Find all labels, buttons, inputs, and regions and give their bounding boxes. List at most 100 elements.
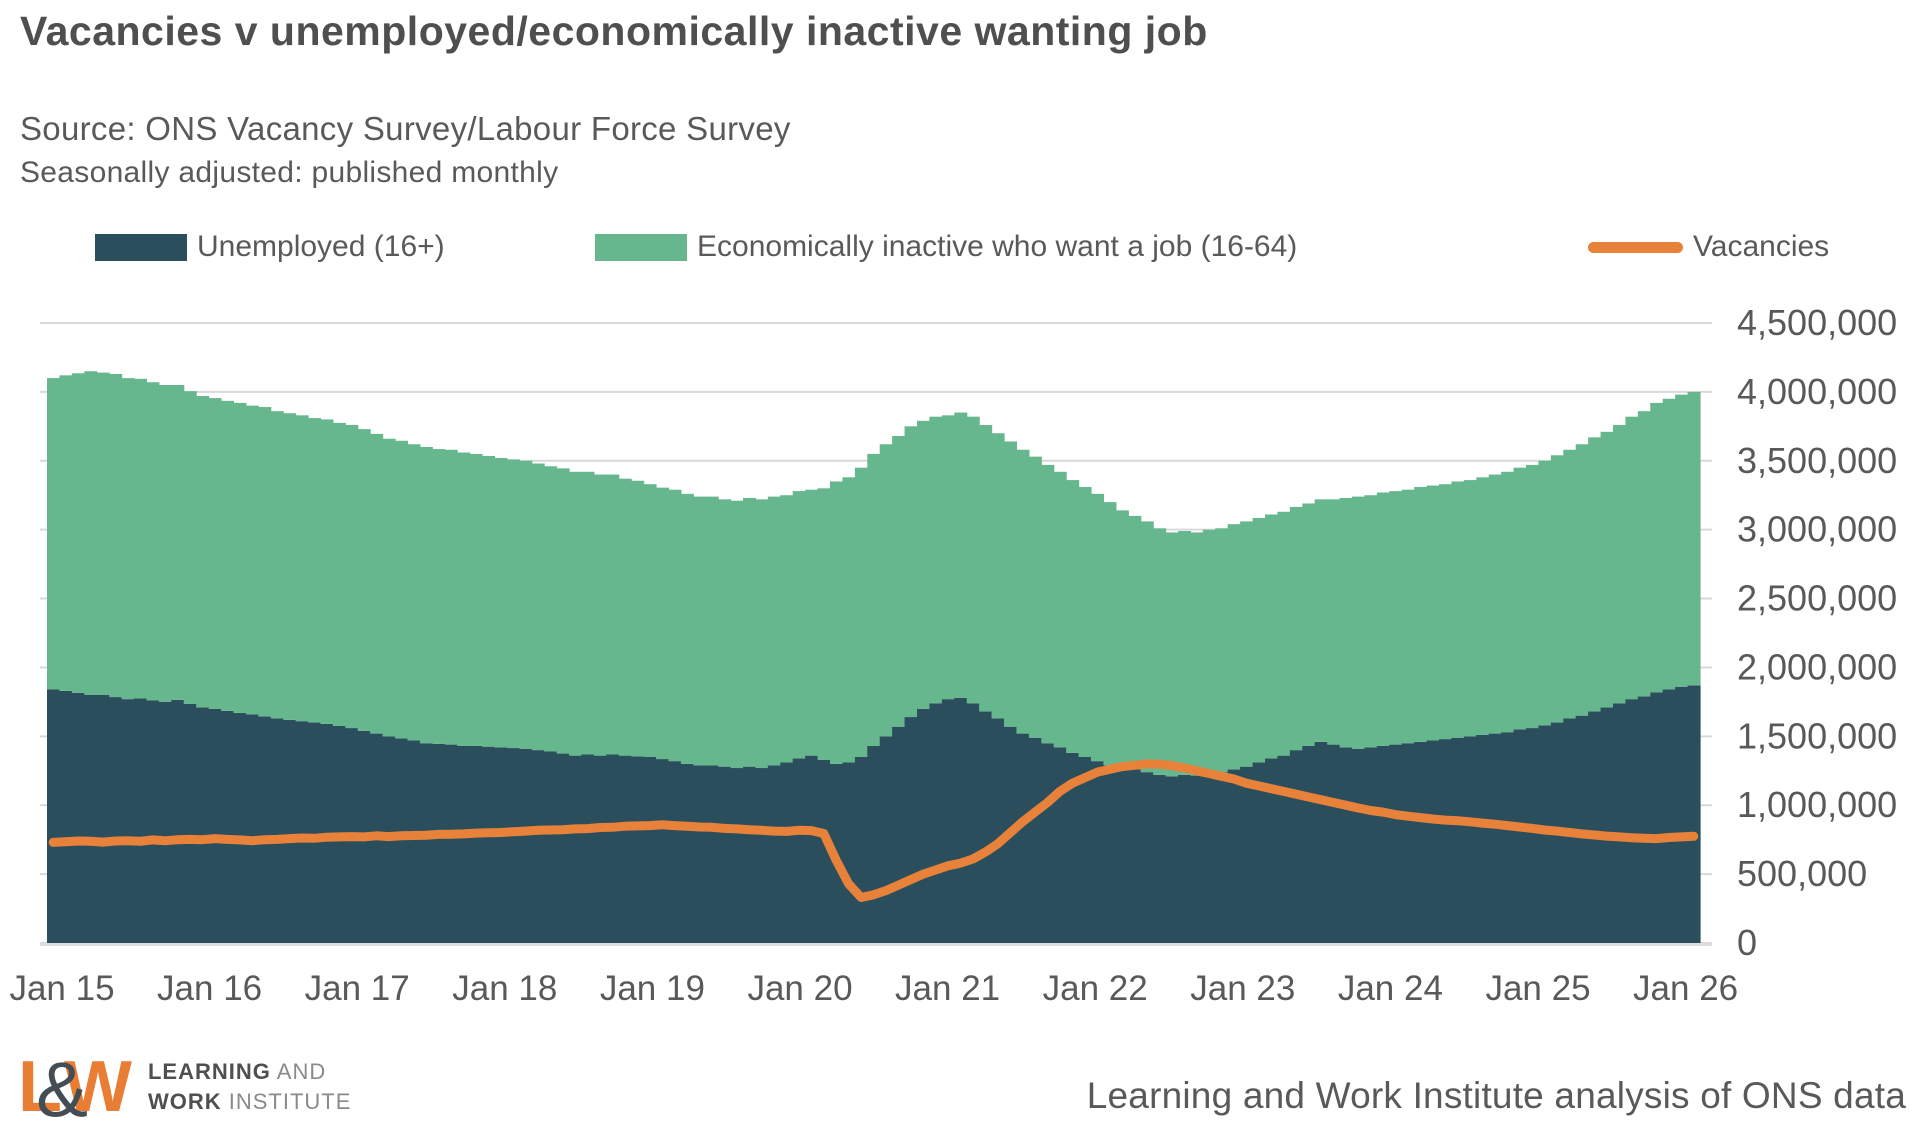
bar-inactive xyxy=(544,466,558,752)
bar-inactive xyxy=(59,375,73,691)
bar-unemployed xyxy=(817,759,831,943)
bar-inactive xyxy=(457,452,471,746)
bar-inactive xyxy=(183,391,197,704)
bar-unemployed xyxy=(1302,745,1316,943)
bar-inactive xyxy=(1115,510,1129,769)
bar-unemployed xyxy=(631,756,645,943)
bar-unemployed xyxy=(1376,745,1390,943)
bar-inactive xyxy=(1650,402,1664,693)
bar-inactive xyxy=(979,424,993,712)
bar-unemployed xyxy=(805,755,819,943)
bar-unemployed xyxy=(1016,733,1030,943)
bar-unemployed xyxy=(1078,757,1092,943)
legend-label: Economically inactive who want a job (16… xyxy=(697,230,1298,263)
bar-unemployed xyxy=(221,710,235,943)
bar-inactive xyxy=(283,413,297,720)
bar-unemployed xyxy=(1637,696,1651,943)
bar-unemployed xyxy=(693,765,707,943)
bar-unemployed xyxy=(245,714,259,943)
bar-unemployed xyxy=(1513,729,1527,943)
bar-unemployed xyxy=(569,755,583,943)
bar-inactive xyxy=(1538,460,1552,726)
bar-inactive xyxy=(345,424,359,729)
source-subtitle: Source: ONS Vacancy Survey/Labour Force … xyxy=(20,110,791,147)
lw-institute-logo: L & W LEARNING AND WORK INSTITUTE xyxy=(18,1047,351,1128)
bar-unemployed xyxy=(47,689,61,943)
bar-inactive xyxy=(233,402,247,713)
bar-unemployed xyxy=(1687,685,1701,943)
legend-label: Unemployed (16+) xyxy=(197,230,445,263)
bar-inactive xyxy=(1289,506,1303,751)
bar-inactive xyxy=(1389,491,1403,745)
logo-line1-rest: AND xyxy=(270,1059,327,1085)
bar-inactive xyxy=(618,478,632,756)
bar-inactive xyxy=(606,474,620,755)
bar-inactive xyxy=(1140,521,1154,773)
bar-inactive xyxy=(668,489,682,762)
legend-item-unemployed: Unemployed (16+) xyxy=(95,230,445,264)
y-tick-label: 1,000,000 xyxy=(1737,784,1897,825)
logo-line2-bold: WORK xyxy=(147,1089,222,1114)
bar-inactive xyxy=(1600,431,1614,708)
bar-unemployed xyxy=(606,754,620,943)
bar-unemployed xyxy=(1190,775,1204,943)
bar-inactive xyxy=(494,458,508,748)
bar-inactive xyxy=(295,415,309,722)
bar-unemployed xyxy=(1066,752,1080,943)
bar-unemployed xyxy=(730,768,744,943)
bar-inactive xyxy=(158,385,172,702)
bar-unemployed xyxy=(233,712,247,943)
bar-inactive xyxy=(1178,531,1192,775)
bar-inactive xyxy=(531,463,545,751)
bar-unemployed xyxy=(59,690,73,943)
bar-unemployed xyxy=(506,748,520,943)
bar-unemployed xyxy=(792,758,806,943)
bar-inactive xyxy=(308,418,322,723)
bar-unemployed xyxy=(469,745,483,943)
bar-unemployed xyxy=(1352,748,1366,943)
logo-letter-l: L xyxy=(18,1047,62,1127)
y-tick-label: 0 xyxy=(1737,922,1757,963)
bar-inactive xyxy=(1128,515,1142,770)
bar-unemployed xyxy=(1103,765,1117,943)
bar-unemployed xyxy=(854,757,868,943)
bar-unemployed xyxy=(196,707,210,943)
bar-inactive xyxy=(419,447,433,744)
bar-unemployed xyxy=(705,765,719,943)
bar-inactive xyxy=(1687,391,1701,686)
bar-unemployed xyxy=(556,753,570,943)
bar-inactive xyxy=(1488,474,1502,734)
bar-unemployed xyxy=(395,738,409,943)
x-tick-label: Jan 21 xyxy=(895,969,1000,1008)
bar-unemployed xyxy=(929,703,943,943)
bar-unemployed xyxy=(1028,737,1042,943)
bar-inactive xyxy=(395,440,409,739)
bar-inactive xyxy=(1501,471,1515,733)
bar-unemployed xyxy=(593,755,607,943)
bar-inactive xyxy=(1401,489,1415,744)
y-tick-label: 4,000,000 xyxy=(1737,371,1897,412)
bar-unemployed xyxy=(892,726,906,943)
bar-inactive xyxy=(121,378,135,700)
bar-unemployed xyxy=(680,763,694,943)
bar-inactive xyxy=(991,433,1005,719)
bar-inactive xyxy=(954,412,968,698)
bar-inactive xyxy=(1215,528,1229,773)
bar-inactive xyxy=(1526,464,1540,729)
bar-inactive xyxy=(1364,495,1378,748)
bar-unemployed xyxy=(1463,736,1477,943)
bar-inactive xyxy=(780,495,794,763)
bar-unemployed xyxy=(1252,762,1266,943)
bar-inactive xyxy=(929,416,943,704)
bar-unemployed xyxy=(258,716,272,943)
bar-unemployed xyxy=(1488,733,1502,943)
bar-inactive xyxy=(444,449,458,745)
bar-inactive xyxy=(196,396,210,708)
bar-unemployed xyxy=(1277,755,1291,943)
bar-inactive xyxy=(96,372,110,695)
bar-inactive xyxy=(432,449,446,744)
bar-inactive xyxy=(357,429,371,731)
bar-unemployed xyxy=(941,699,955,943)
bar-unemployed xyxy=(1115,768,1129,943)
